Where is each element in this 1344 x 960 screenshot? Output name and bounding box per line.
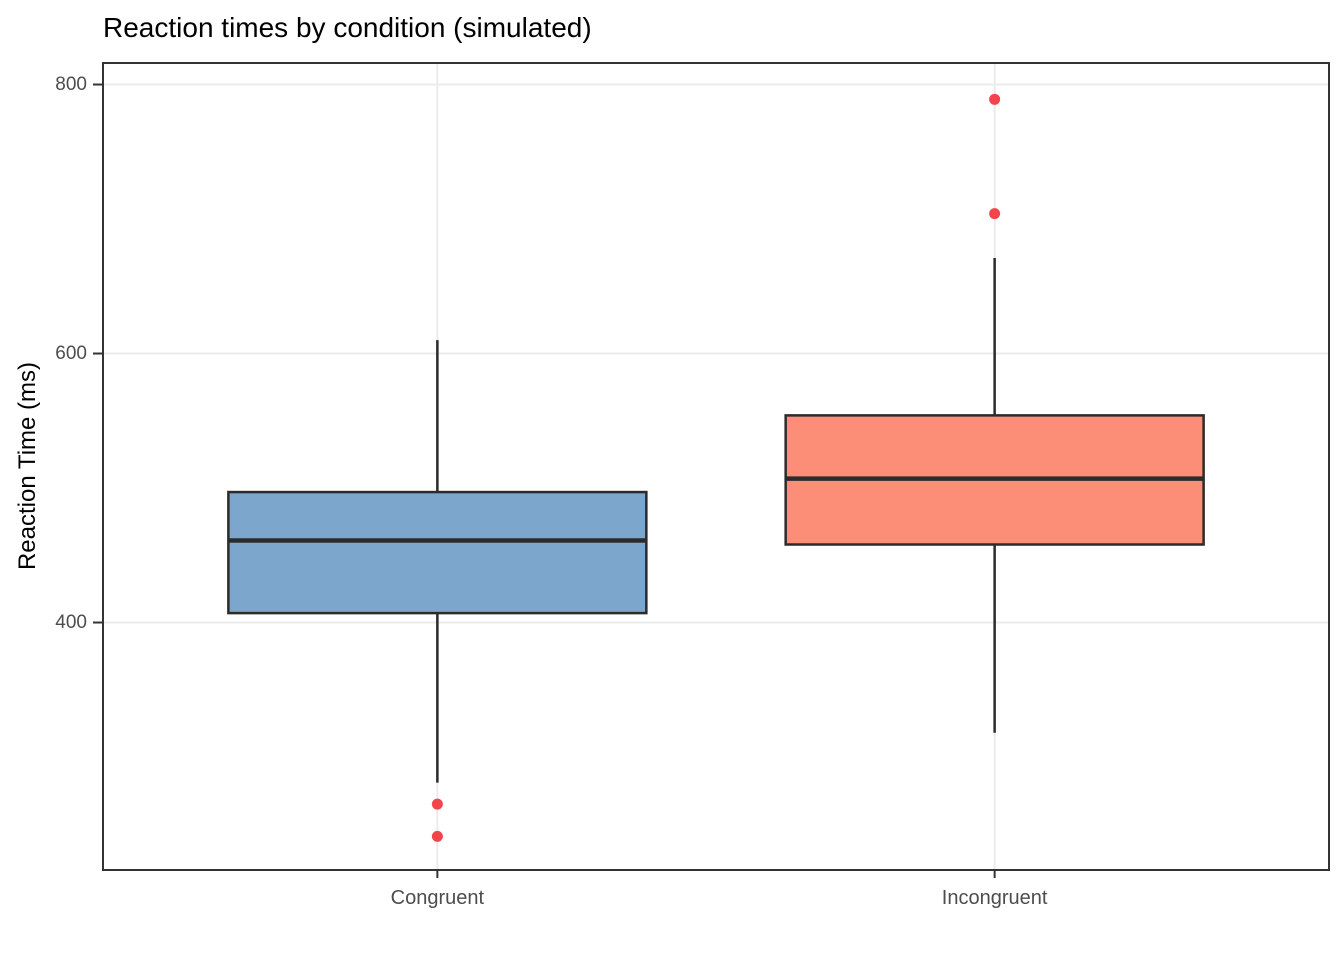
panel-border (102, 62, 1330, 871)
box-congruent (227, 490, 648, 615)
x-category-label-congruent: Congruent (390, 887, 485, 909)
outlier-point-congruent-241 (431, 830, 443, 842)
y-tick-label-600: 600 (55, 342, 87, 364)
x-category-label-incongruent: Incongruent (941, 887, 1048, 909)
y-tick-label-400: 400 (55, 611, 87, 633)
outlier-point-incongruent-704 (989, 208, 1001, 220)
outlier-point-incongruent-789 (989, 93, 1001, 105)
y-axis-title: Reaction Time (ms) (14, 361, 41, 571)
chart-title: Reaction times by condition (simulated) (103, 12, 592, 43)
plot-panel (93, 62, 1330, 878)
y-tick-label-800: 800 (55, 73, 87, 95)
outlier-point-congruent-265 (431, 798, 443, 810)
